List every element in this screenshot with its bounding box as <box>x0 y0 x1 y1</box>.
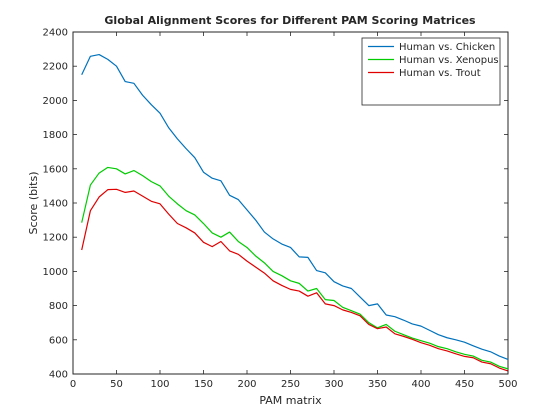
y-tick-label: 2000 <box>43 96 68 107</box>
y-tick-label: 1400 <box>43 199 68 210</box>
chart-title: Global Alignment Scores for Different PA… <box>104 14 476 27</box>
x-tick-label: 50 <box>110 379 123 390</box>
y-tick-label: 600 <box>49 335 68 346</box>
y-tick-label: 2400 <box>43 28 68 39</box>
y-tick-label: 1600 <box>43 164 68 175</box>
series-line-human-vs-chicken <box>81 53 509 361</box>
x-tick-label: 300 <box>324 379 343 390</box>
ticks-layer: 0 50 100 150 200 250 300 350 400 450 500 400 600 800 1… <box>43 28 518 391</box>
x-tick-label: 100 <box>150 379 169 390</box>
legend-box <box>361 37 501 106</box>
y-tick-label: 2200 <box>43 62 68 73</box>
x-tick-label: 0 <box>70 379 76 390</box>
x-tick-label: 350 <box>368 379 387 390</box>
series-line-human-vs-xenopus <box>81 166 509 370</box>
y-tick-label: 1800 <box>43 130 68 141</box>
x-tick-label: 450 <box>455 379 474 390</box>
y-axis-label: Score (bits) <box>27 172 40 235</box>
series-layer <box>81 53 509 372</box>
x-tick-label: 200 <box>237 379 256 390</box>
legend: Human vs. Chicken Human vs. Xenopus Huma… <box>361 37 501 106</box>
x-tick-label: 500 <box>498 379 517 390</box>
legend-label-trout: Human vs. Trout <box>399 68 481 79</box>
x-tick-label: 400 <box>411 379 430 390</box>
y-tick-label: 1200 <box>43 233 68 244</box>
x-tick-label: 150 <box>194 379 213 390</box>
x-tick-label: 250 <box>281 379 300 390</box>
x-axis-label: PAM matrix <box>259 394 322 407</box>
y-tick-label: 1000 <box>43 267 68 278</box>
y-tick-label: 800 <box>49 301 68 312</box>
series-line-human-vs-trout <box>81 188 509 372</box>
legend-label-chicken: Human vs. Chicken <box>399 42 495 53</box>
legend-label-xenopus: Human vs. Xenopus <box>399 55 499 66</box>
y-tick-label: 400 <box>49 370 68 381</box>
